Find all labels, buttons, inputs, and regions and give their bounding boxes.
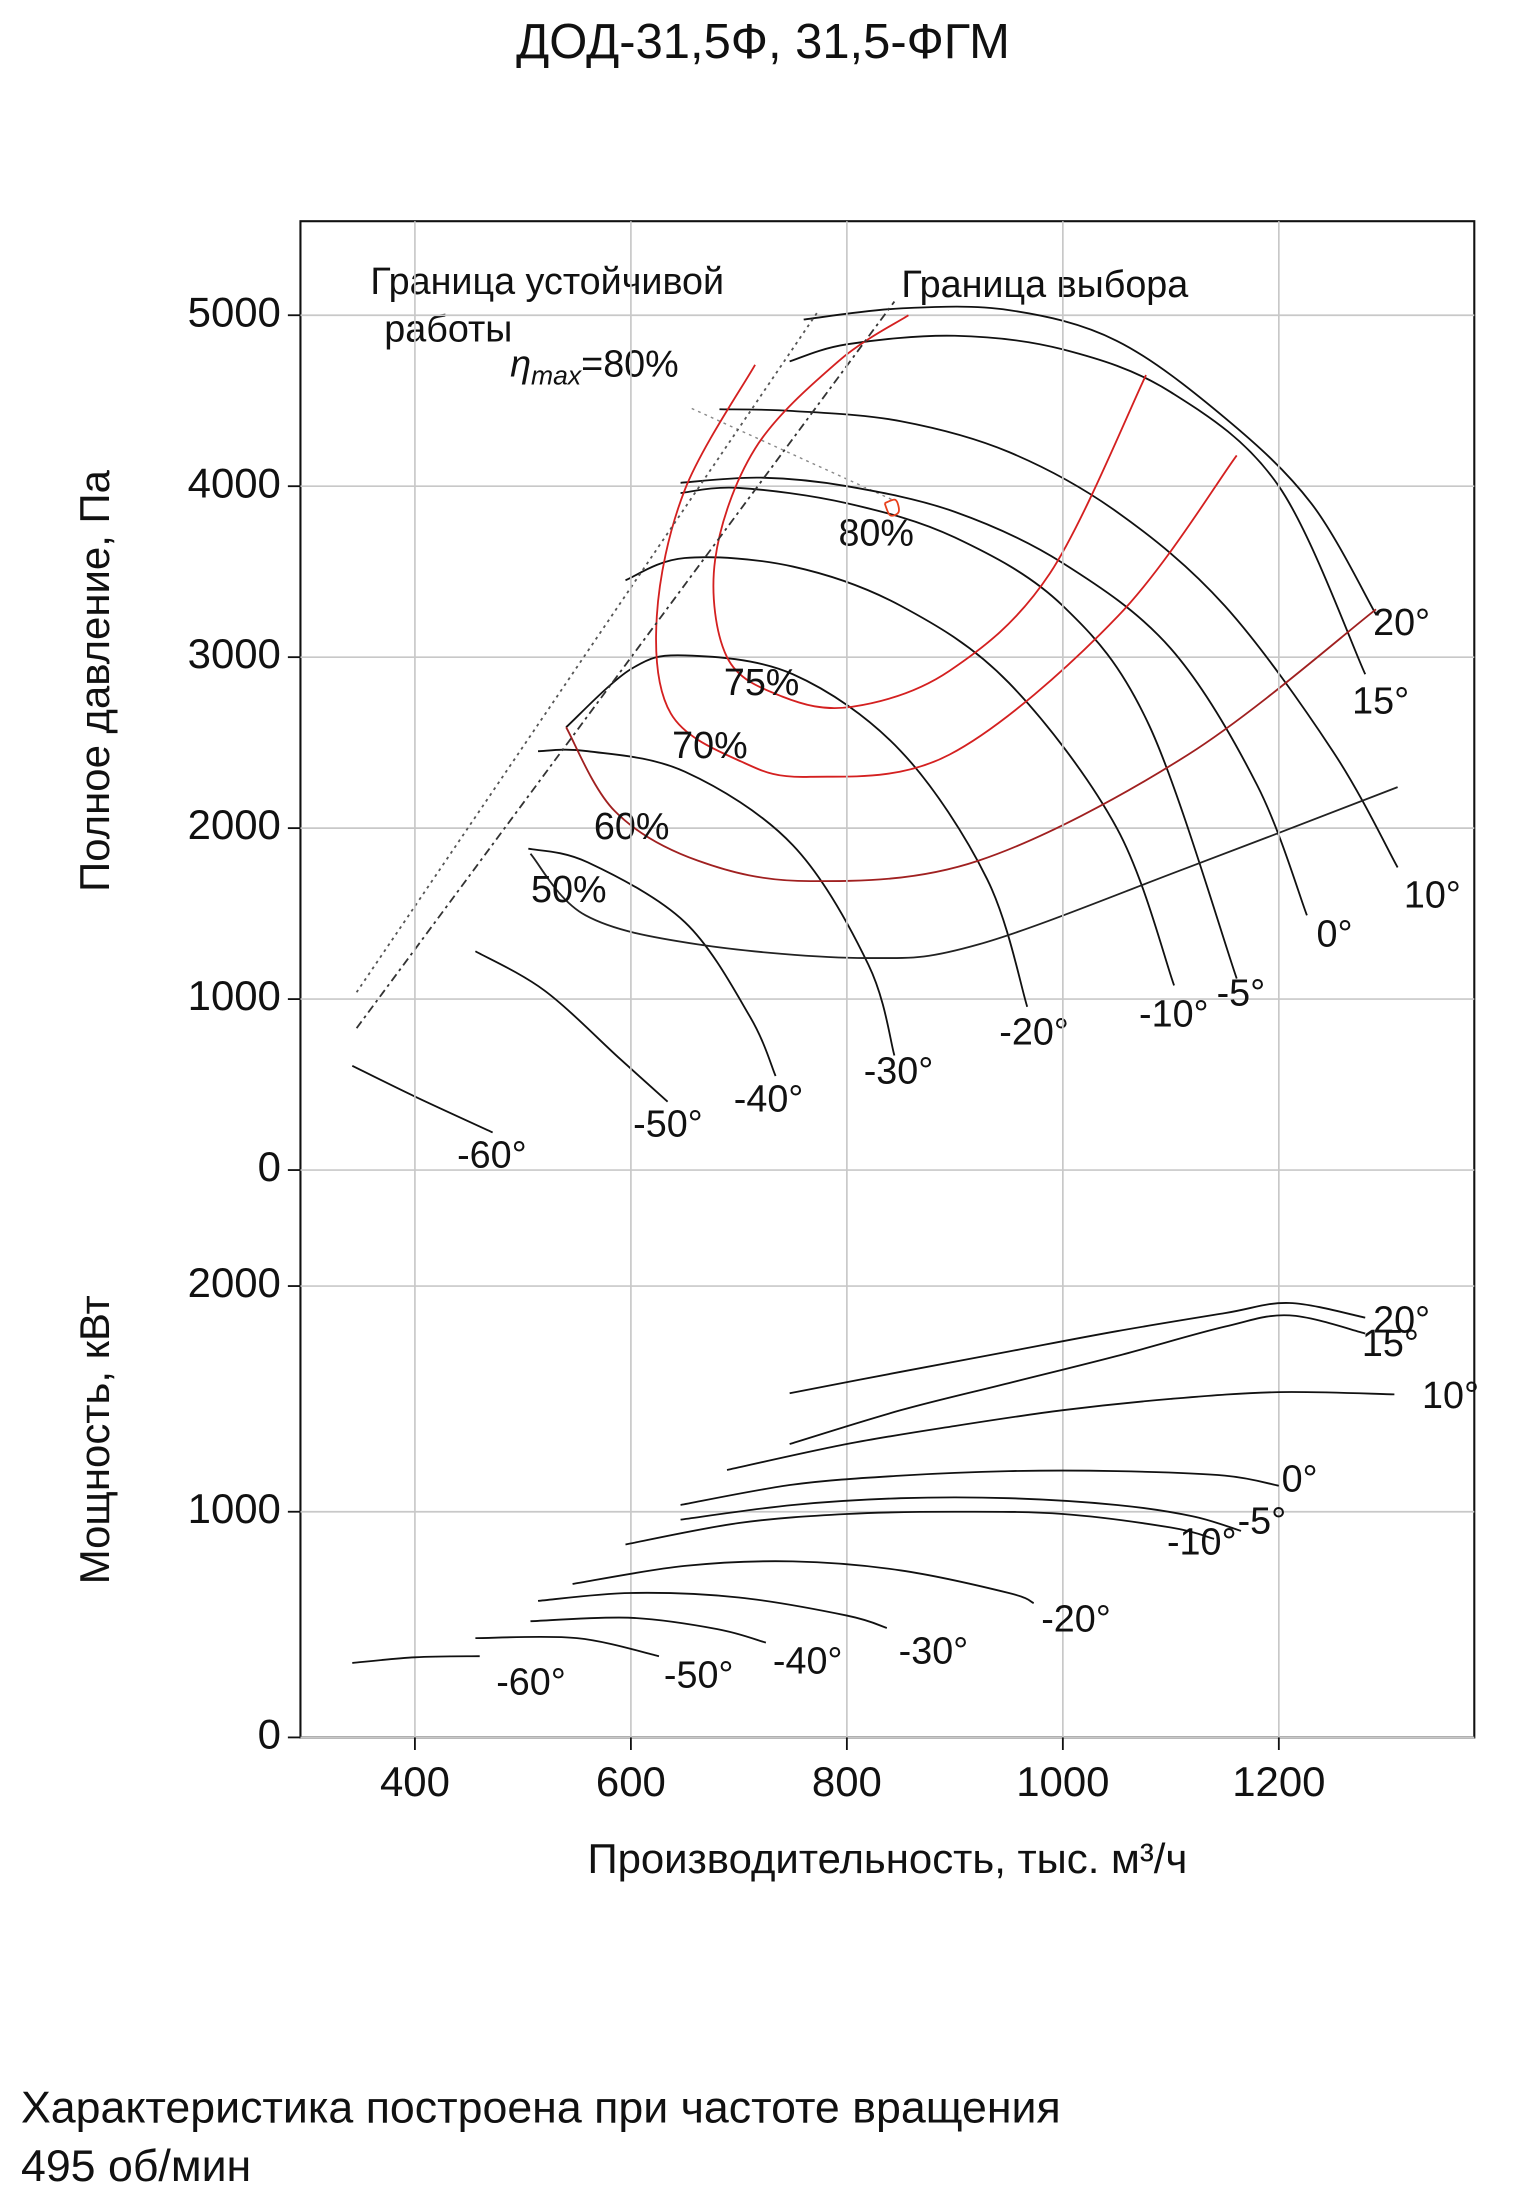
curve <box>789 334 1367 675</box>
y-tick-label: 3000 <box>188 630 281 677</box>
curve <box>803 305 1377 615</box>
y-tick-label: 1000 <box>188 1485 281 1532</box>
x-tick-label: 800 <box>812 1758 882 1805</box>
curve-label: -50° <box>664 1653 734 1695</box>
plot-frame <box>299 220 1476 1739</box>
curve <box>474 950 669 1103</box>
annotation: Граница выбора <box>901 263 1188 305</box>
curve <box>625 556 1175 986</box>
curve <box>352 1655 480 1664</box>
y-tick-label: 2000 <box>188 801 281 848</box>
curve-label: -5° <box>1238 1500 1287 1542</box>
curve <box>789 1302 1366 1395</box>
curve <box>625 1510 1215 1546</box>
eta-value: =80% <box>581 343 679 385</box>
curve-label: 20° <box>1373 601 1430 643</box>
y-tick-label: 4000 <box>188 459 281 506</box>
curve <box>530 1616 767 1644</box>
curve-label: -40° <box>734 1078 804 1120</box>
curve <box>355 301 896 1029</box>
y-tick-label: 0 <box>258 1711 281 1758</box>
curve <box>789 1314 1366 1445</box>
x-tick-label: 400 <box>380 1758 450 1805</box>
curve-label: -10° <box>1139 992 1209 1034</box>
curve <box>719 408 1399 868</box>
curve-label: 15° <box>1362 1322 1419 1364</box>
curve-label: -60° <box>496 1660 566 1702</box>
x-tick-label: 600 <box>596 1758 666 1805</box>
curve <box>475 1635 660 1658</box>
curve-label: -10° <box>1167 1521 1237 1563</box>
curve <box>572 1560 1035 1604</box>
curve-label: -30° <box>899 1630 969 1672</box>
curve-label: -20° <box>999 1010 1069 1052</box>
y-tick-label: 1000 <box>188 972 281 1019</box>
curve-label: 0° <box>1282 1458 1318 1500</box>
curve-label: -5° <box>1217 971 1266 1013</box>
curve-label: 70% <box>672 724 747 766</box>
chart-title: ДОД-31,5Ф, 31,5-ФГМ <box>516 15 1010 69</box>
x-tick-label: 1200 <box>1232 1758 1325 1805</box>
curve-label: -40° <box>773 1639 843 1681</box>
curve <box>537 1591 888 1629</box>
curve <box>712 314 1147 710</box>
y-tick-label: 2000 <box>188 1259 281 1306</box>
curve-label: 50% <box>531 868 607 910</box>
x-axis-label: Производительность, тыс. м³/ч <box>587 1835 1187 1882</box>
curve <box>883 498 900 517</box>
curve-label: 20° <box>1373 1298 1430 1340</box>
y-tick-label: 0 <box>258 1143 281 1190</box>
curve <box>680 1469 1280 1506</box>
eta-subscript: max <box>531 361 583 391</box>
curve-label: -30° <box>864 1050 934 1092</box>
curve-label: -20° <box>1041 1597 1111 1639</box>
y-axis-label: Мощность, кВт <box>71 1295 118 1584</box>
curve <box>538 748 896 1056</box>
curve-label: 80% <box>838 512 914 554</box>
curve <box>680 486 1238 979</box>
curve-label: 10° <box>1422 1374 1479 1416</box>
leader-line <box>691 407 895 502</box>
eta-symbol: η <box>510 343 531 385</box>
annotation: работы <box>384 308 512 350</box>
curve <box>680 476 1308 916</box>
curve-label: -50° <box>633 1103 703 1145</box>
annotation: ηmax=80% <box>510 343 679 391</box>
y-tick-label: 5000 <box>188 288 281 335</box>
curve-label: 15° <box>1352 679 1409 721</box>
curve <box>726 1391 1395 1471</box>
curve <box>565 608 1377 883</box>
curve-label: -60° <box>457 1133 527 1175</box>
curve <box>528 847 777 1077</box>
curve-label: 0° <box>1317 913 1353 955</box>
curve <box>655 364 1238 778</box>
curve <box>351 1064 494 1134</box>
footer-text: 495 об/мин <box>21 2142 251 2191</box>
curve <box>680 1496 1242 1532</box>
annotation: Граница устойчивой <box>370 260 724 302</box>
x-tick-label: 1000 <box>1016 1758 1109 1805</box>
footer-text: Характеристика построена при частоте вра… <box>21 2083 1061 2132</box>
curve-label: 75% <box>724 661 800 703</box>
curve <box>529 786 1398 960</box>
curve-label: 10° <box>1404 874 1461 916</box>
y-axis-label: Полное давление, Па <box>71 469 118 891</box>
